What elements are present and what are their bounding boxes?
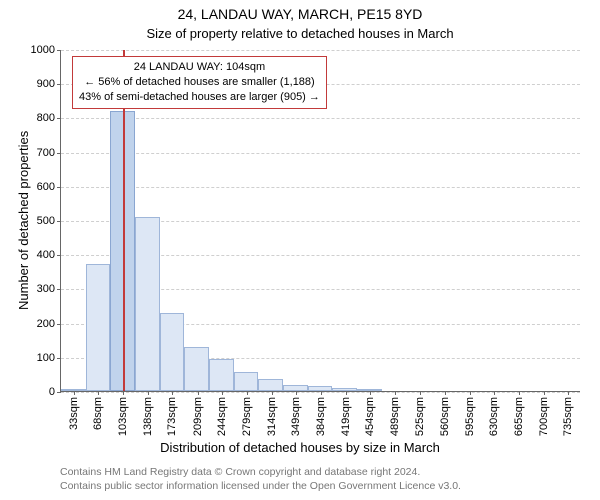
x-tick-label: 173sqm xyxy=(166,391,178,436)
histogram-bar xyxy=(86,264,111,391)
x-tick-label: 33sqm xyxy=(68,391,80,430)
annotation-line: ← 56% of detached houses are smaller (1,… xyxy=(79,75,320,90)
annotation-line: 24 LANDAU WAY: 104sqm xyxy=(79,60,320,75)
histogram-bar xyxy=(209,359,234,391)
grid-line xyxy=(61,50,580,51)
y-tick-label: 0 xyxy=(49,386,61,398)
histogram-bar xyxy=(184,347,209,391)
x-tick-label: 630sqm xyxy=(488,391,500,436)
annotation-box: 24 LANDAU WAY: 104sqm← 56% of detached h… xyxy=(72,56,327,109)
footer-line-1: Contains HM Land Registry data © Crown c… xyxy=(60,466,461,480)
x-tick-label: 560sqm xyxy=(439,391,451,436)
x-tick-label: 209sqm xyxy=(192,391,204,436)
histogram-bar xyxy=(234,372,259,391)
chart-subtitle: Size of property relative to detached ho… xyxy=(0,26,600,41)
y-tick-label: 700 xyxy=(37,147,61,159)
x-tick-label: 525sqm xyxy=(414,391,426,436)
y-tick-label: 600 xyxy=(37,181,61,193)
annotation-line: 43% of semi-detached houses are larger (… xyxy=(79,90,320,105)
x-tick-label: 595sqm xyxy=(464,391,476,436)
x-tick-label: 700sqm xyxy=(538,391,550,436)
y-tick-label: 300 xyxy=(37,283,61,295)
x-tick-label: 384sqm xyxy=(315,391,327,436)
x-tick-label: 138sqm xyxy=(142,391,154,436)
property-size-chart: 24, LANDAU WAY, MARCH, PE15 8YD Size of … xyxy=(0,0,600,500)
footer-line-2: Contains public sector information licen… xyxy=(60,480,461,494)
histogram-bar xyxy=(258,379,283,391)
x-tick-label: 665sqm xyxy=(513,391,525,436)
y-tick-label: 100 xyxy=(37,352,61,364)
footer-attribution: Contains HM Land Registry data © Crown c… xyxy=(60,466,461,493)
grid-line xyxy=(61,153,580,154)
chart-title: 24, LANDAU WAY, MARCH, PE15 8YD xyxy=(0,6,600,22)
y-axis-label: Number of detached properties xyxy=(16,131,31,310)
x-tick-label: 244sqm xyxy=(216,391,228,436)
histogram-bar xyxy=(160,313,185,391)
x-tick-label: 103sqm xyxy=(117,391,129,436)
x-tick-label: 489sqm xyxy=(389,391,401,436)
histogram-bar xyxy=(135,217,160,391)
x-tick-label: 419sqm xyxy=(340,391,352,436)
y-tick-label: 800 xyxy=(37,112,61,124)
x-tick-label: 454sqm xyxy=(364,391,376,436)
x-tick-label: 349sqm xyxy=(290,391,302,436)
x-tick-label: 314sqm xyxy=(266,391,278,436)
y-tick-label: 1000 xyxy=(31,44,61,56)
y-tick-label: 900 xyxy=(37,78,61,90)
y-tick-label: 500 xyxy=(37,215,61,227)
x-tick-label: 279sqm xyxy=(241,391,253,436)
grid-line xyxy=(61,187,580,188)
grid-line xyxy=(61,118,580,119)
x-axis-label: Distribution of detached houses by size … xyxy=(0,440,600,455)
x-tick-label: 735sqm xyxy=(562,391,574,436)
y-tick-label: 400 xyxy=(37,249,61,261)
y-tick-label: 200 xyxy=(37,318,61,330)
x-tick-label: 68sqm xyxy=(92,391,104,430)
